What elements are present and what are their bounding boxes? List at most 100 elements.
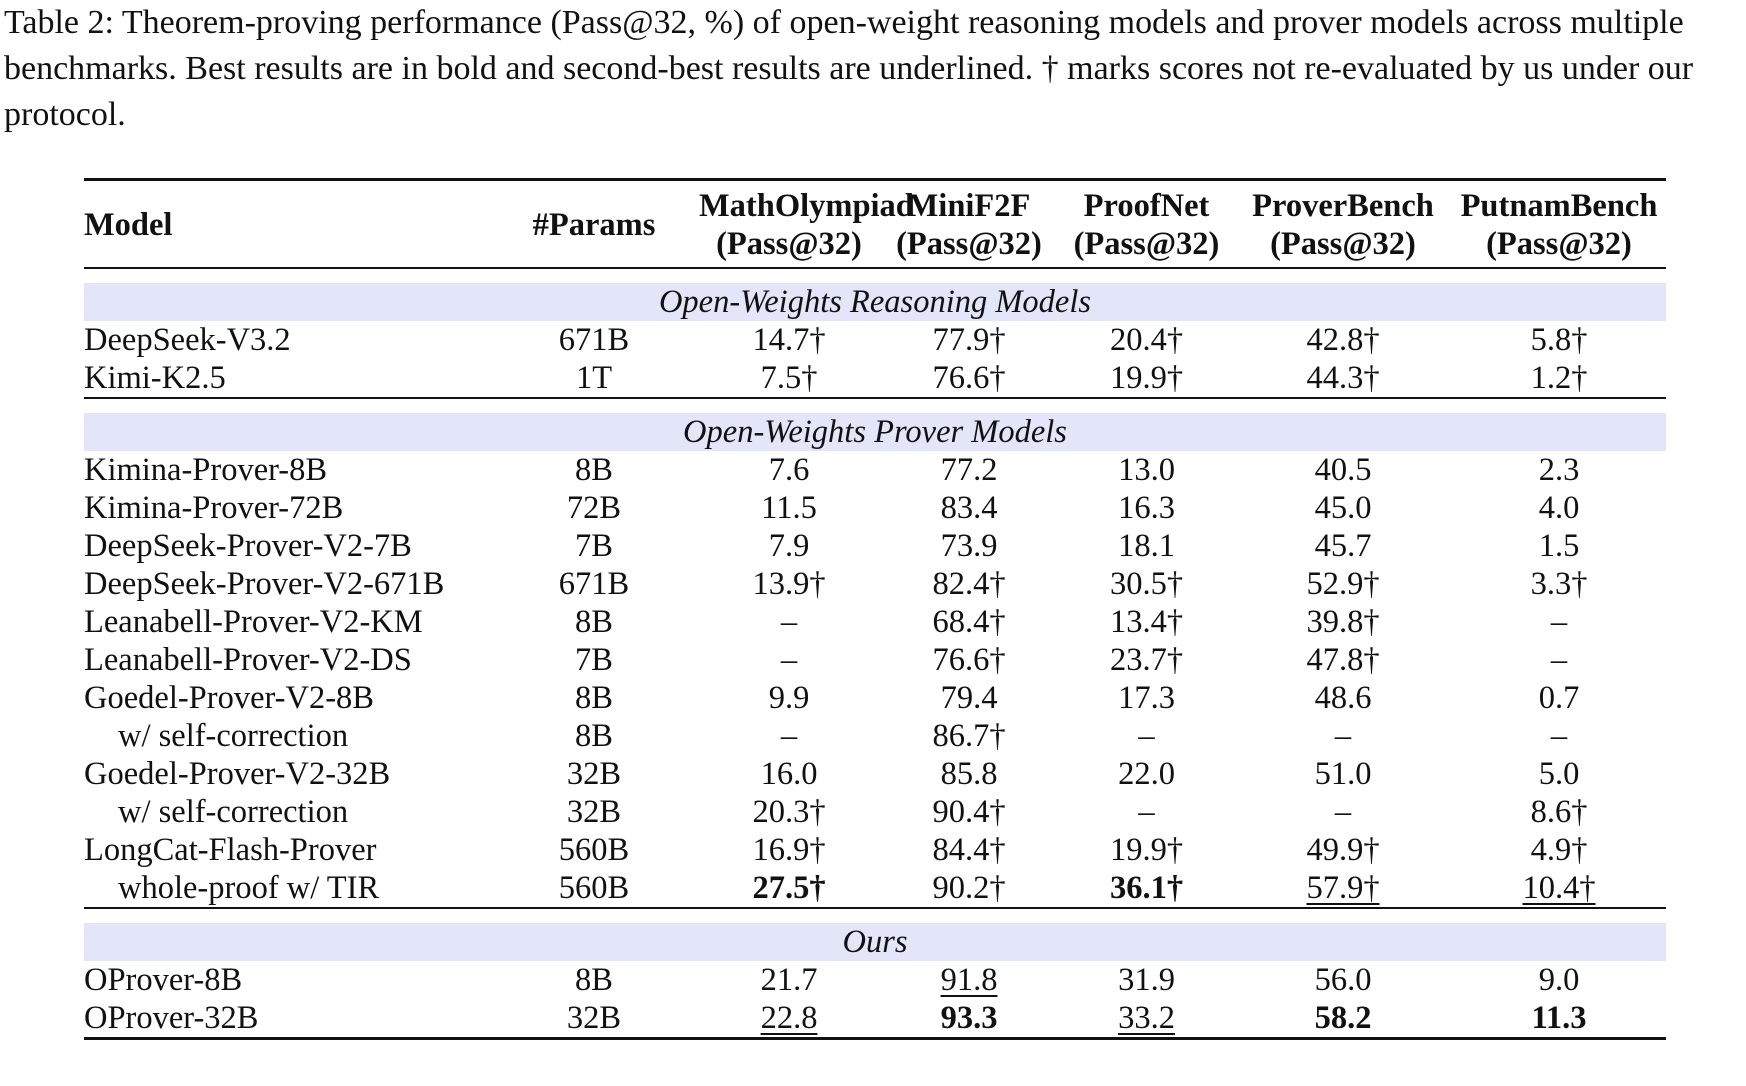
score-value: 45.7 [1314, 528, 1372, 564]
score-value: 47.8† [1306, 642, 1380, 678]
putnambench-score: 8.6† [1452, 793, 1666, 831]
spacer-cell [84, 908, 1666, 923]
score-value: 56.0 [1314, 962, 1372, 998]
params-cell: 32B [566, 756, 622, 792]
score-value: 73.9 [940, 528, 998, 564]
matholympiad-score: 21.7 [699, 961, 879, 999]
score-value: 48.6 [1314, 680, 1372, 716]
matholympiad-score: 14.7† [699, 321, 879, 359]
table-row: OProver-32B 32B 22.8 93.3 33.2 58.2 11.3 [84, 999, 1666, 1039]
model-name: DeepSeek-Prover-V2-7B [84, 528, 412, 564]
section-title: Open-Weights Reasoning Models [84, 283, 1666, 321]
score-value: 76.6† [932, 360, 1006, 396]
score-value: 3.3† [1530, 566, 1588, 602]
model-name: OProver-32B [84, 1000, 259, 1036]
spacer-cell [84, 268, 1666, 283]
model-name: w/ self-correction [118, 718, 349, 754]
proverbench-score: 40.5 [1234, 451, 1452, 489]
score-value: 39.8† [1306, 604, 1380, 640]
params-cell: 8B [575, 680, 613, 716]
matholympiad-score: 16.0 [699, 755, 879, 793]
proofnet-score: 13.0 [1059, 451, 1234, 489]
spacer-row [84, 908, 1666, 923]
score-value: 58.2 [1314, 1000, 1372, 1036]
score-value: 18.1 [1118, 528, 1175, 564]
proverbench-score: 52.9† [1234, 565, 1452, 603]
proofnet-score: 36.1† [1059, 869, 1234, 908]
proofnet-score: – [1059, 717, 1234, 755]
proofnet-score: 30.5† [1059, 565, 1234, 603]
score-value: 57.9† [1306, 870, 1380, 906]
proofnet-score: 22.0 [1059, 755, 1234, 793]
model-name: Goedel-Prover-V2-8B [84, 680, 374, 716]
score-value: 68.4† [932, 604, 1006, 640]
proofnet-score: 19.9† [1059, 359, 1234, 398]
params-cell: 8B [575, 718, 613, 754]
table-row: Kimina-Prover-72B 72B 11.5 83.4 16.3 45.0 4.0 [84, 489, 1666, 527]
model-name: Kimina-Prover-72B [84, 490, 344, 526]
score-value: 10.4† [1522, 870, 1596, 906]
score-value: 83.4 [940, 490, 998, 526]
proverbench-score: 42.8† [1234, 321, 1452, 359]
matholympiad-score: 16.9† [699, 831, 879, 869]
minif2f-score: 73.9 [879, 527, 1059, 565]
score-value: 77.9† [932, 322, 1006, 358]
model-name: Leanabell-Prover-V2-KM [84, 604, 423, 640]
putnambench-score: 1.2† [1452, 359, 1666, 398]
score-value: 36.1† [1109, 870, 1184, 906]
score-value: 1.5 [1538, 528, 1580, 564]
proverbench-score: 47.8† [1234, 641, 1452, 679]
matholympiad-score: 13.9† [699, 565, 879, 603]
score-value: 0.7 [1538, 680, 1580, 716]
score-value: 13.4† [1109, 604, 1184, 640]
putnambench-score: 11.3 [1452, 999, 1666, 1039]
minif2f-score: 93.3 [879, 999, 1059, 1039]
params-cell: 560B [558, 832, 630, 868]
table-row: OProver-8B 8B 21.7 91.8 31.9 56.0 9.0 [84, 961, 1666, 999]
proofnet-score: 31.9 [1059, 961, 1234, 999]
score-value: 14.7† [752, 322, 826, 358]
proofnet-score: 13.4† [1059, 603, 1234, 641]
score-value: 7.5† [760, 360, 818, 396]
proverbench-score: – [1234, 793, 1452, 831]
score-value: 17.3 [1118, 680, 1175, 716]
table-row: w/ self-correction 8B – 86.7† – – – [84, 717, 1666, 755]
putnambench-score: 5.0 [1452, 755, 1666, 793]
model-name: OProver-8B [84, 962, 243, 998]
score-value: 7.6 [768, 452, 810, 488]
table-row: DeepSeek-V3.2 671B 14.7† 77.9† 20.4† 42.8† 5.8… [84, 321, 1666, 359]
proofnet-score: 23.7† [1059, 641, 1234, 679]
score-value: 79.4 [940, 680, 998, 716]
score-value: 16.3 [1118, 490, 1175, 526]
score-value: 77.2 [940, 452, 998, 488]
params-cell: 8B [575, 604, 613, 640]
table-row: LongCat-Flash-Prover 560B 16.9† 84.4† 19.9† 4… [84, 831, 1666, 869]
model-name: whole-proof w/ TIR [118, 870, 380, 906]
model-name: Leanabell-Prover-V2-DS [84, 642, 412, 678]
putnambench-score: 5.8† [1452, 321, 1666, 359]
model-name: Kimina-Prover-8B [84, 452, 328, 488]
table-row: DeepSeek-Prover-V2-671B 671B 13.9† 82.4† 30.… [84, 565, 1666, 603]
matholympiad-score: 9.9 [699, 679, 879, 717]
putnambench-score: – [1452, 717, 1666, 755]
score-value: 19.9† [1109, 832, 1184, 868]
matholympiad-score: – [699, 641, 879, 679]
putnambench-score: 1.5 [1452, 527, 1666, 565]
proofnet-score: 18.1 [1059, 527, 1234, 565]
header-model: Model [84, 207, 173, 243]
minif2f-score: 90.4† [879, 793, 1059, 831]
score-value: 5.8† [1530, 322, 1588, 358]
proofnet-score: 33.2 [1059, 999, 1234, 1039]
minif2f-score: 76.6† [879, 641, 1059, 679]
score-value: 27.5† [752, 870, 826, 906]
params-cell: 1T [575, 360, 613, 396]
minif2f-score: 85.8 [879, 755, 1059, 793]
putnambench-score: – [1452, 641, 1666, 679]
putnambench-score: 2.3 [1452, 451, 1666, 489]
score-value: 13.9† [752, 566, 826, 602]
model-name: Goedel-Prover-V2-32B [84, 756, 391, 792]
model-name: DeepSeek-V3.2 [84, 322, 291, 358]
score-value: 11.5 [761, 490, 817, 526]
section-header-row: Ours [84, 923, 1666, 961]
table-row: whole-proof w/ TIR 560B 27.5† 90.2† 36.1† 57.… [84, 869, 1666, 908]
